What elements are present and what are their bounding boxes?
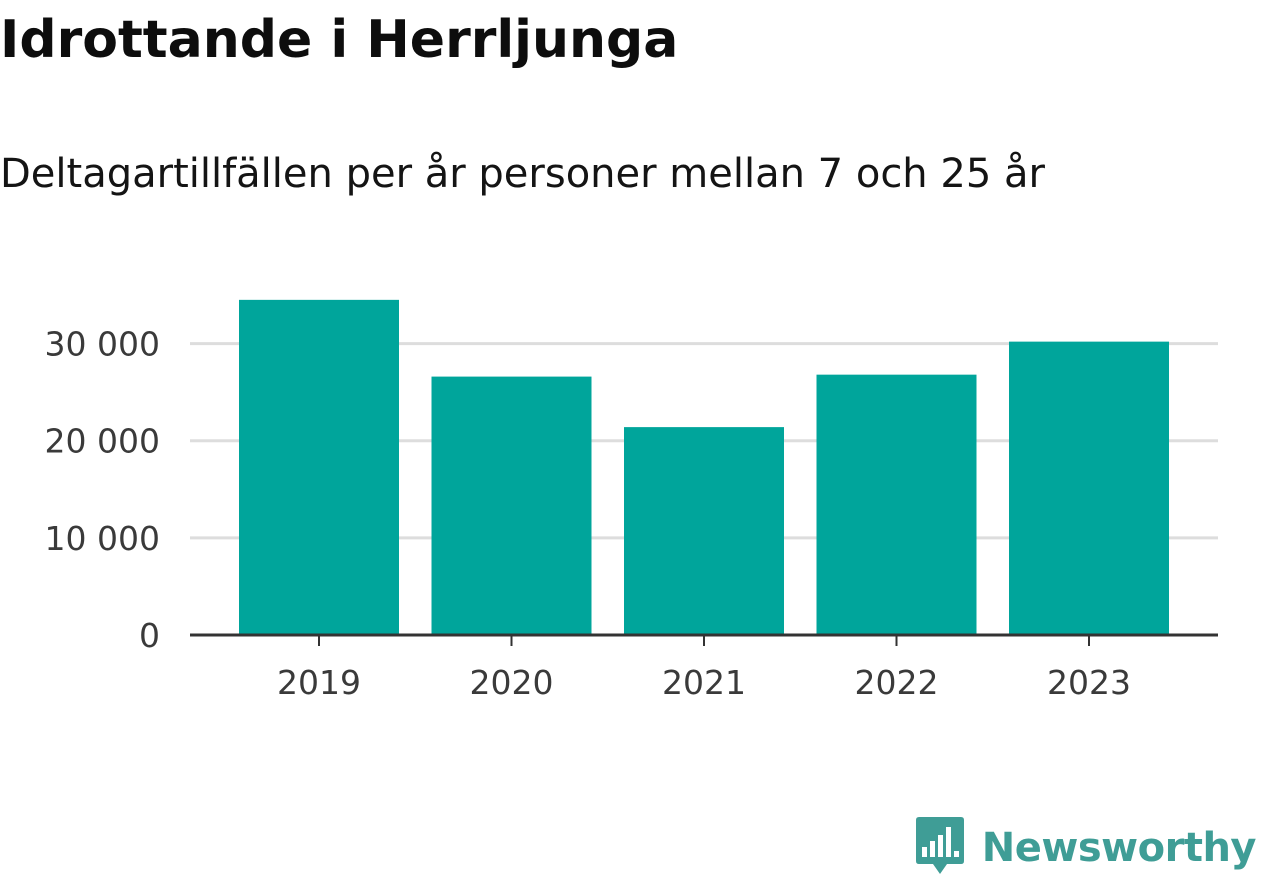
y-tick-label: 20 000 [45,422,160,461]
y-tick-label: 10 000 [45,519,160,558]
bar-2019 [239,299,399,635]
bars [239,299,1169,635]
x-tick-label: 2022 [855,663,939,702]
chart-title: Idrottande i Herrljunga [0,10,679,70]
axes: 0 10 000 20 000 30 000 2019 2020 2021 2022 2023 [45,325,1218,702]
newsworthy-logo-icon [915,817,964,879]
x-tick-label: 2019 [277,663,361,702]
y-tick-label: 30 000 [45,325,160,364]
brand-footer: Newsworthy [915,817,1257,879]
y-tick-label: 0 [139,616,160,655]
x-tick-label: 2020 [470,663,554,702]
x-tick-label: 2023 [1047,663,1131,702]
x-tick-label: 2021 [662,663,746,702]
bar-2023 [1009,341,1169,635]
brand-name: Newsworthy [981,825,1257,871]
chart-subtitle: Deltagartillfällen per år personer mella… [0,151,1045,197]
bar-2021 [624,427,784,635]
bar-2022 [816,374,977,635]
bar-2020 [431,376,592,635]
